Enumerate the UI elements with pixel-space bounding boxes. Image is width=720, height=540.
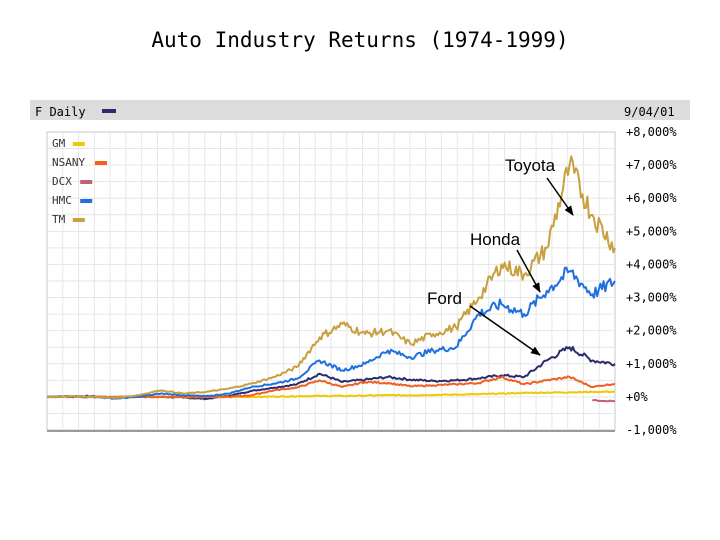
slide-title: Auto Industry Returns (1974-1999) bbox=[151, 28, 569, 52]
annotation-label-ford: Ford bbox=[427, 289, 462, 308]
annotation-label-toyota: Toyota bbox=[505, 156, 556, 175]
y-tick-label: +4,000% bbox=[626, 257, 677, 271]
series-line-tm bbox=[46, 155, 616, 399]
y-tick-label: -1,000% bbox=[626, 423, 677, 437]
legend-swatch-tm bbox=[72, 218, 85, 222]
y-axis-ticks: +8,000% +7,000% +6,000% +5,000% +4,000% +3,00… bbox=[626, 125, 677, 437]
legend-swatch-nsany bbox=[95, 161, 107, 165]
annotation-arrow-ford bbox=[469, 305, 541, 356]
chart-header-swatch bbox=[102, 109, 116, 113]
annotations: Toyota Honda Ford bbox=[427, 156, 574, 356]
y-tick-label: +1,000% bbox=[626, 357, 677, 371]
y-tick-label: +7,000% bbox=[626, 158, 677, 172]
chart-header-bar bbox=[30, 100, 690, 120]
series-line-dcx bbox=[592, 398, 616, 403]
y-tick-label: +2,000% bbox=[626, 324, 677, 338]
series-lines bbox=[46, 155, 616, 403]
chart-header-label: F Daily bbox=[35, 105, 86, 119]
plot-grid bbox=[47, 132, 615, 430]
series-line-hmc bbox=[46, 266, 616, 400]
annotation-arrow-honda bbox=[516, 249, 541, 293]
legend-label-dcx: DCX bbox=[52, 175, 72, 188]
legend-label-hmc: HMC bbox=[52, 194, 72, 207]
annotation-arrow-toyota bbox=[546, 177, 574, 216]
chart-header-date: 9/04/01 bbox=[624, 105, 675, 119]
y-tick-label: +8,000% bbox=[626, 125, 677, 139]
y-tick-label: +3,000% bbox=[626, 291, 677, 305]
legend: GM NSANY DCX HMC TM bbox=[52, 137, 107, 226]
y-tick-label: +5,000% bbox=[626, 224, 677, 238]
legend-swatch-dcx bbox=[80, 180, 93, 184]
legend-label-tm: TM bbox=[52, 213, 66, 226]
y-tick-label: +0% bbox=[626, 390, 648, 404]
legend-swatch-gm bbox=[72, 142, 85, 146]
y-tick-label: +6,000% bbox=[626, 191, 677, 205]
legend-swatch-hmc bbox=[80, 199, 93, 203]
legend-label-gm: GM bbox=[52, 137, 66, 150]
annotation-label-honda: Honda bbox=[470, 230, 521, 249]
legend-label-nsany: NSANY bbox=[52, 156, 85, 169]
